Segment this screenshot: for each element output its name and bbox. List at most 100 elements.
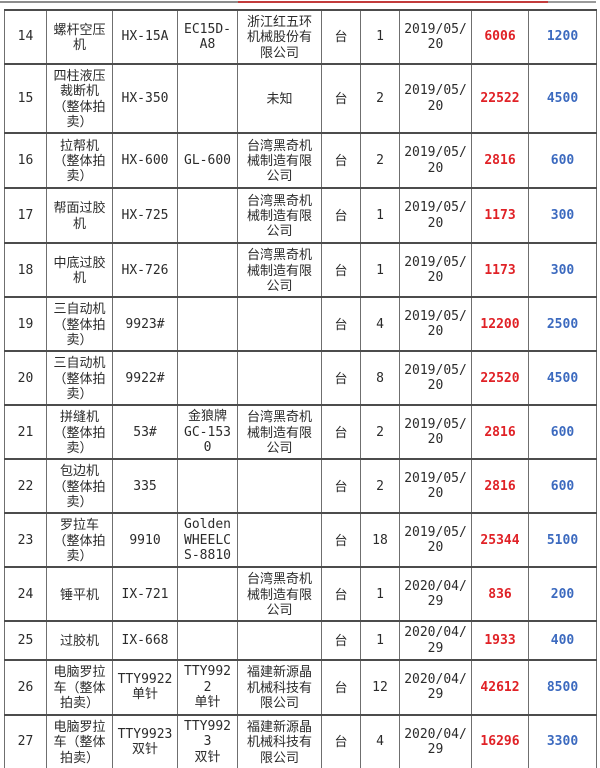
table-row: 15 四柱液压裁断机（整体拍卖） HX-350 未知台 2 2019/05/20 22522… bbox=[4, 62, 597, 134]
table-row: 21 拼缝机（整体拍卖） 53# 金狼牌 GC-1530 台湾黑奇机械制造有限公司台 2 2… bbox=[4, 404, 597, 460]
table-row: 23 罗拉车（整体拍卖） 9910 GoldenWHEELCS-8810 台 18 2019… bbox=[4, 512, 597, 568]
table-row: 14 螺杆空压机 HX-15A EC15D-A8 浙江红五环机械股份有限公司台 1 2019… bbox=[4, 9, 597, 64]
cell-maker: 未知 bbox=[237, 62, 322, 134]
cell-spec bbox=[177, 296, 238, 352]
cell-date: 2019/05/20 bbox=[399, 350, 472, 406]
table-row: 25 过胶机 IX-668 台 1 2020/04/29 1933 400 bbox=[4, 620, 597, 660]
table-row: 19 三自动机（整体拍卖） 9923# 台 4 2019/05/20 12200 2500 bbox=[4, 296, 597, 352]
cell-maker bbox=[237, 458, 322, 514]
cell-maker: 浙江红五环机械股份有限公司 bbox=[237, 9, 322, 64]
cell-qty: 1 bbox=[360, 187, 400, 244]
cell-spec bbox=[177, 62, 238, 134]
cell-maker: 福建新源晶机械科技有限公司 bbox=[237, 713, 322, 768]
cell-price_blue: 2500 bbox=[528, 296, 597, 352]
cell-spec: TTY9923 双针 bbox=[177, 713, 238, 768]
cell-unit: 台 bbox=[321, 62, 361, 134]
cell-model: TTY9922 单针 bbox=[112, 658, 178, 715]
cell-name: 螺杆空压机 bbox=[46, 9, 113, 64]
cell-name: 电脑罗拉车（整体拍卖） bbox=[46, 713, 113, 768]
cell-spec bbox=[177, 350, 238, 406]
cell-spec bbox=[177, 242, 238, 298]
cell-name: 包边机（整体拍卖） bbox=[46, 458, 113, 514]
cell-price_red: 6006 bbox=[471, 9, 529, 64]
cell-no: 19 bbox=[4, 296, 47, 352]
table-row: 26 电脑罗拉车（整体拍卖） TTY9922 单针 TTY9922 单针 福建新源晶机械… bbox=[4, 658, 597, 715]
equipment-auction-table: 14 螺杆空压机 HX-15A EC15D-A8 浙江红五环机械股份有限公司台 1 2019… bbox=[4, 9, 597, 768]
cell-model: 9910 bbox=[112, 512, 178, 568]
cell-qty: 4 bbox=[360, 296, 400, 352]
cell-price_red: 836 bbox=[471, 566, 529, 622]
cell-maker bbox=[237, 512, 322, 568]
cell-maker bbox=[237, 350, 322, 406]
cell-model: HX-15A bbox=[112, 9, 178, 64]
cell-unit: 台 bbox=[321, 187, 361, 244]
cell-price_red: 2816 bbox=[471, 132, 529, 189]
cell-unit: 台 bbox=[321, 9, 361, 64]
cell-qty: 1 bbox=[360, 620, 400, 660]
table-row: 24 锤平机 IX-721 台湾黑奇机械制造有限公司台 1 2020/04/29 836 20… bbox=[4, 566, 597, 622]
cell-date: 2020/04/29 bbox=[399, 658, 472, 715]
cell-name: 四柱液压裁断机（整体拍卖） bbox=[46, 62, 113, 134]
cell-model: IX-721 bbox=[112, 566, 178, 622]
cell-maker: 台湾黑奇机械制造有限公司 bbox=[237, 566, 322, 622]
cell-unit: 台 bbox=[321, 566, 361, 622]
top-grey-line-left bbox=[0, 1, 238, 3]
cell-maker: 台湾黑奇机械制造有限公司 bbox=[237, 187, 322, 244]
cell-date: 2020/04/29 bbox=[399, 620, 472, 660]
cell-date: 2019/05/20 bbox=[399, 458, 472, 514]
cell-price_blue: 300 bbox=[528, 187, 597, 244]
cell-model: TTY9923 双针 bbox=[112, 713, 178, 768]
cell-unit: 台 bbox=[321, 620, 361, 660]
cell-qty: 2 bbox=[360, 404, 400, 460]
cell-no: 16 bbox=[4, 132, 47, 189]
cell-price_blue: 300 bbox=[528, 242, 597, 298]
cell-maker bbox=[237, 620, 322, 660]
cell-spec bbox=[177, 620, 238, 660]
cell-date: 2020/04/29 bbox=[399, 713, 472, 768]
cell-spec bbox=[177, 187, 238, 244]
cell-qty: 2 bbox=[360, 458, 400, 514]
cell-price_red: 2816 bbox=[471, 458, 529, 514]
cell-name: 过胶机 bbox=[46, 620, 113, 660]
cell-price_red: 16296 bbox=[471, 713, 529, 768]
cell-spec: GL-600 bbox=[177, 132, 238, 189]
cell-maker: 台湾黑奇机械制造有限公司 bbox=[237, 132, 322, 189]
cell-unit: 台 bbox=[321, 242, 361, 298]
cell-spec bbox=[177, 566, 238, 622]
table-row: 27 电脑罗拉车（整体拍卖） TTY9923 双针 TTY9923 双针 福建新源晶机械… bbox=[4, 713, 597, 768]
cell-unit: 台 bbox=[321, 658, 361, 715]
cell-maker: 福建新源晶机械科技有限公司 bbox=[237, 658, 322, 715]
cell-name: 锤平机 bbox=[46, 566, 113, 622]
cell-date: 2019/05/20 bbox=[399, 404, 472, 460]
cell-spec bbox=[177, 458, 238, 514]
cell-spec: GoldenWHEELCS-8810 bbox=[177, 512, 238, 568]
cell-date: 2019/05/20 bbox=[399, 187, 472, 244]
cell-price_red: 1933 bbox=[471, 620, 529, 660]
cell-no: 21 bbox=[4, 404, 47, 460]
cell-model: HX-726 bbox=[112, 242, 178, 298]
cell-price_blue: 600 bbox=[528, 458, 597, 514]
table-row: 17 帮面过胶机 HX-725 台湾黑奇机械制造有限公司台 1 2019/05/20 117… bbox=[4, 187, 597, 244]
cell-qty: 2 bbox=[360, 62, 400, 134]
cell-price_blue: 4500 bbox=[528, 62, 597, 134]
cell-name: 拼缝机（整体拍卖） bbox=[46, 404, 113, 460]
cell-qty: 4 bbox=[360, 713, 400, 768]
cell-no: 23 bbox=[4, 512, 47, 568]
cell-qty: 1 bbox=[360, 566, 400, 622]
cell-model: 9923# bbox=[112, 296, 178, 352]
cell-qty: 1 bbox=[360, 9, 400, 64]
cell-price_red: 2816 bbox=[471, 404, 529, 460]
cell-price_blue: 8500 bbox=[528, 658, 597, 715]
cell-spec: 金狼牌 GC-1530 bbox=[177, 404, 238, 460]
table-row: 16 拉帮机（整体拍卖） HX-600 GL-600 台湾黑奇机械制造有限公司台 2 201… bbox=[4, 132, 597, 189]
cell-name: 三自动机（整体拍卖） bbox=[46, 350, 113, 406]
cell-price_blue: 4500 bbox=[528, 350, 597, 406]
cell-no: 22 bbox=[4, 458, 47, 514]
cell-date: 2019/05/20 bbox=[399, 62, 472, 134]
cell-no: 25 bbox=[4, 620, 47, 660]
cell-unit: 台 bbox=[321, 404, 361, 460]
cell-price_blue: 5100 bbox=[528, 512, 597, 568]
cell-unit: 台 bbox=[321, 296, 361, 352]
cell-unit: 台 bbox=[321, 132, 361, 189]
cell-unit: 台 bbox=[321, 350, 361, 406]
